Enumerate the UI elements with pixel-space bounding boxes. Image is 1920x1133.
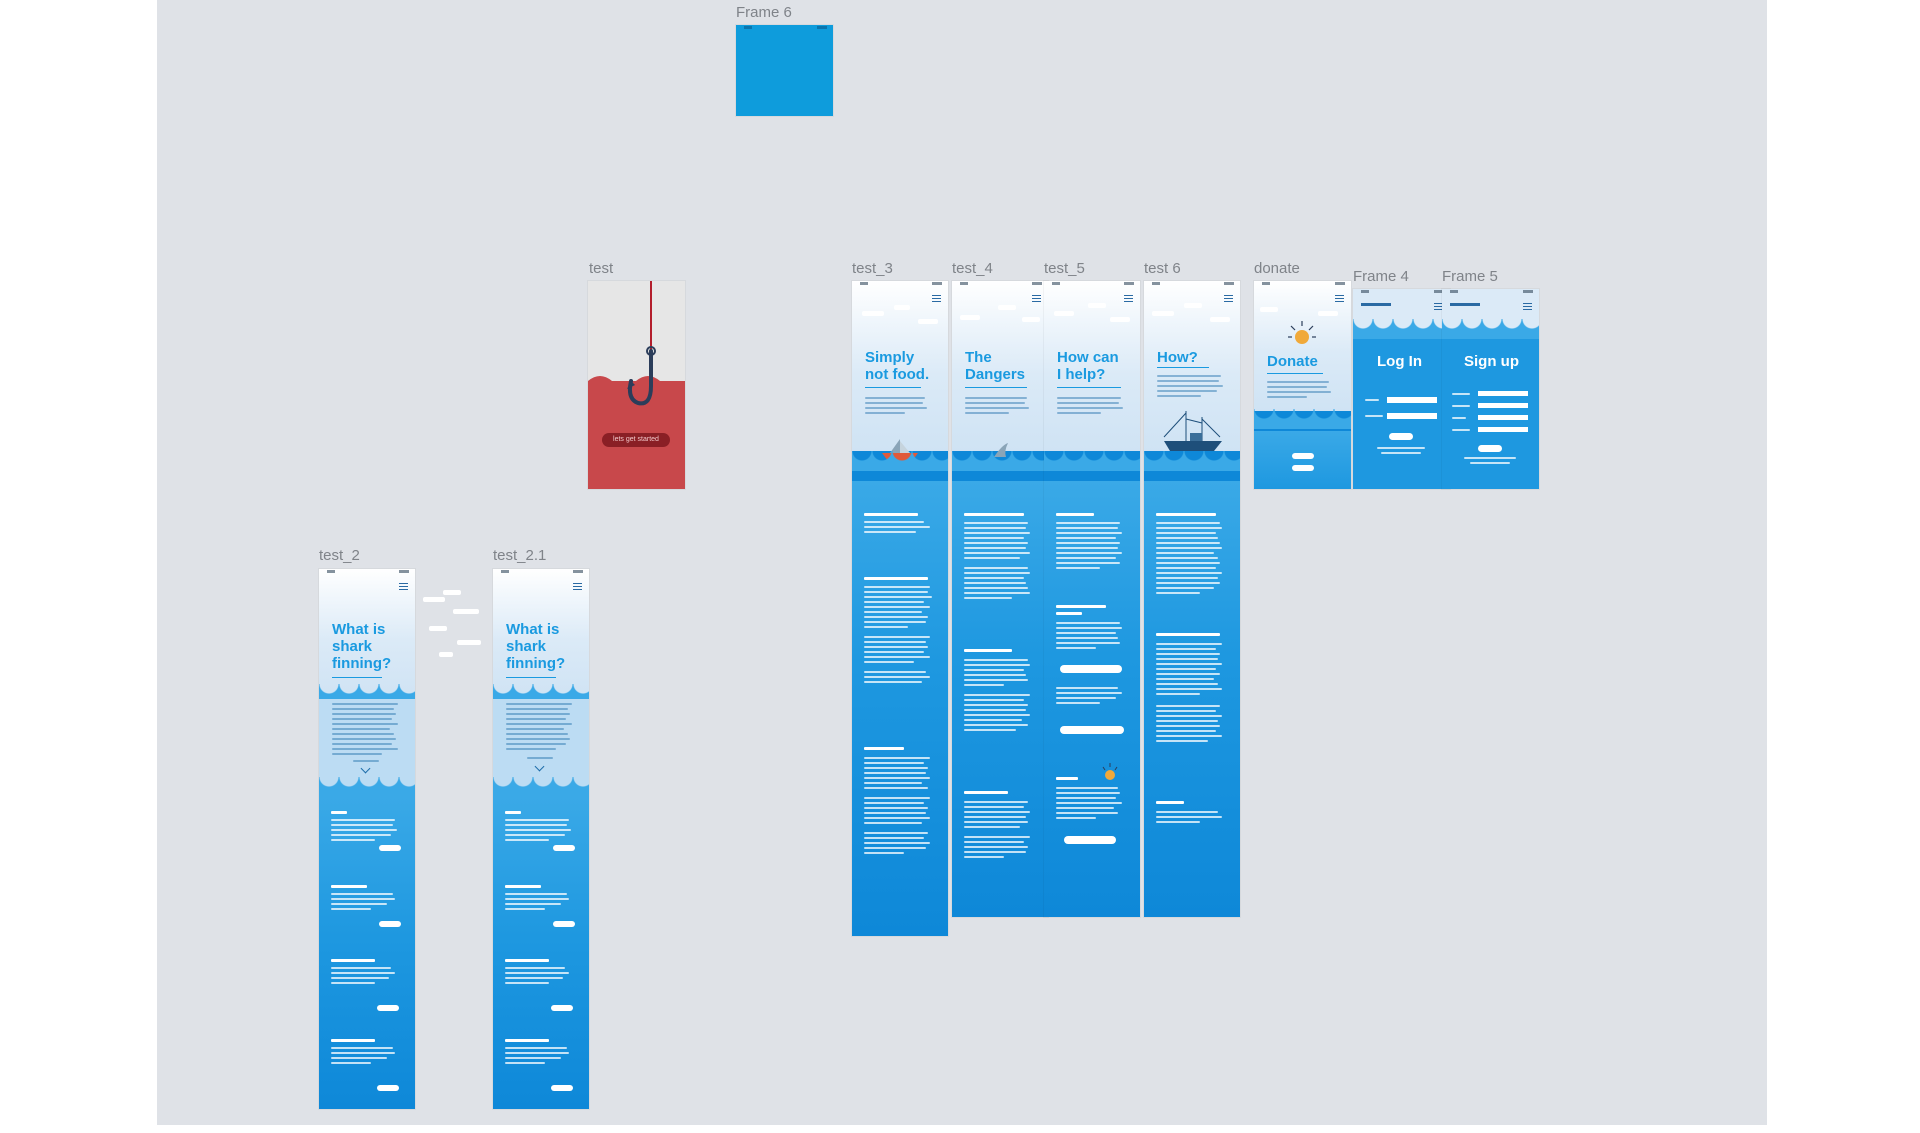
status-bar <box>736 25 833 33</box>
frame-label-test4[interactable]: test_4 <box>952 260 993 277</box>
frame-label-test[interactable]: test <box>589 260 614 277</box>
hamburger-icon[interactable] <box>1224 295 1233 302</box>
hamburger-icon[interactable] <box>1434 303 1443 310</box>
page-title: What is shark finning? <box>332 621 392 672</box>
password-field[interactable] <box>1478 427 1528 432</box>
sky-area <box>588 281 685 381</box>
frame-label-test2-1[interactable]: test_2.1 <box>493 547 547 564</box>
read-more-button[interactable] <box>377 1085 399 1091</box>
frame-test4[interactable]: The Dangers <box>952 281 1048 917</box>
hamburger-icon[interactable] <box>932 295 941 302</box>
page-title: Donate <box>1267 353 1318 370</box>
action-button[interactable] <box>1060 726 1124 734</box>
cloud-shape[interactable] <box>429 626 447 631</box>
page-title: Sign up <box>1464 353 1519 370</box>
page-title: The Dangers <box>965 349 1026 383</box>
frame-label-donate[interactable]: donate <box>1254 260 1300 277</box>
page-title: Log In <box>1377 353 1422 370</box>
frame-frame4[interactable]: Log In <box>1353 289 1450 489</box>
read-more-button[interactable] <box>377 1005 399 1011</box>
frame-label-frame6[interactable]: Frame 6 <box>736 4 792 21</box>
frame-label-test6[interactable]: test 6 <box>1144 260 1181 277</box>
page-title: Simply not food. <box>865 349 930 383</box>
frame-test5[interactable]: How can I help? <box>1044 281 1140 917</box>
hamburger-icon[interactable] <box>1032 295 1041 302</box>
frame-donate[interactable]: Donate <box>1254 281 1351 489</box>
action-button[interactable] <box>1060 665 1122 673</box>
hamburger-icon[interactable] <box>1124 295 1133 302</box>
frame-label-frame5[interactable]: Frame 5 <box>1442 268 1498 285</box>
sun-icon <box>1288 321 1316 344</box>
get-started-button[interactable]: lets get started <box>602 433 670 447</box>
read-more-button[interactable] <box>379 921 401 927</box>
email-field[interactable] <box>1387 397 1437 403</box>
frame-label-test3[interactable]: test_3 <box>852 260 893 277</box>
read-more-button[interactable] <box>553 921 575 927</box>
frame-test[interactable]: lets get started <box>588 281 685 489</box>
cloud-shape[interactable] <box>453 609 479 614</box>
page-title: What is shark finning? <box>506 621 566 672</box>
page-title: How can I help? <box>1057 349 1119 383</box>
donate-option-button[interactable] <box>1292 465 1314 471</box>
read-more-button[interactable] <box>551 1085 573 1091</box>
frame-label-test2[interactable]: test_2 <box>319 547 360 564</box>
frame-test6[interactable]: How? <box>1144 281 1240 917</box>
frame-test2[interactable]: What is shark finning? <box>319 569 415 1109</box>
password-field[interactable] <box>1387 413 1437 419</box>
read-more-button[interactable] <box>379 845 401 851</box>
hamburger-icon[interactable] <box>573 583 582 590</box>
cloud-shape[interactable] <box>423 597 445 602</box>
sign-up-button[interactable] <box>1478 445 1502 452</box>
hamburger-icon[interactable] <box>399 583 408 590</box>
page-title: How? <box>1157 349 1198 366</box>
fish-hook-icon <box>627 281 656 406</box>
frame-frame6[interactable] <box>736 25 833 116</box>
donate-button[interactable] <box>1064 836 1116 844</box>
fishing-boat-icon <box>1163 411 1222 451</box>
frame-label-frame4[interactable]: Frame 4 <box>1353 268 1409 285</box>
cloud-shape[interactable] <box>457 640 481 645</box>
back-link[interactable] <box>1361 303 1391 306</box>
hamburger-icon[interactable] <box>1335 295 1344 302</box>
back-link[interactable] <box>1450 303 1480 306</box>
cloud-shape[interactable] <box>443 590 461 595</box>
donate-option-button[interactable] <box>1292 453 1314 459</box>
frame-test3[interactable]: Simply not food. <box>852 281 948 936</box>
last-name-field[interactable] <box>1478 403 1528 408</box>
frame-frame5[interactable]: Sign up <box>1442 289 1539 489</box>
sign-in-button[interactable] <box>1389 433 1413 440</box>
design-canvas[interactable]: Frame 6 test lets get started test_3 Sim… <box>157 0 1767 1125</box>
sun-icon <box>1102 763 1118 780</box>
cloud-shape[interactable] <box>439 652 453 657</box>
read-more-button[interactable] <box>551 1005 573 1011</box>
wave-shape <box>588 376 685 391</box>
email-field[interactable] <box>1478 415 1528 420</box>
first-name-field[interactable] <box>1478 391 1528 396</box>
frame-label-test5[interactable]: test_5 <box>1044 260 1085 277</box>
hamburger-icon[interactable] <box>1523 303 1532 310</box>
frame-test2-1[interactable]: What is shark finning? <box>493 569 589 1109</box>
read-more-button[interactable] <box>553 845 575 851</box>
